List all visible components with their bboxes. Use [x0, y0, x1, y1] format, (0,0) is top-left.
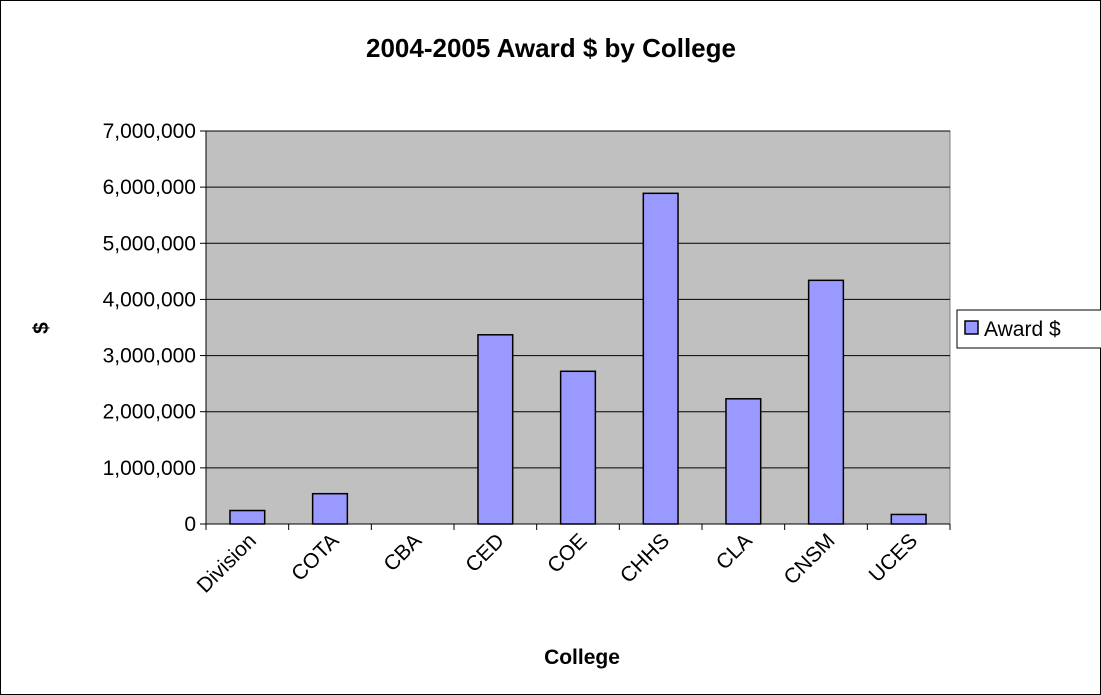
x-tick-label: CBA: [379, 529, 426, 576]
y-tick-label: 5,000,000: [103, 232, 196, 255]
x-tick-label: CNSM: [780, 529, 840, 589]
bar-cota: [311, 492, 349, 525]
y-tick-label: 2,000,000: [103, 401, 196, 424]
y-tick-label: 3,000,000: [103, 345, 196, 368]
legend-swatch: [964, 320, 979, 335]
legend: Award $: [956, 309, 1101, 349]
bar-cnsm: [807, 279, 845, 525]
x-tick-label: COE: [543, 529, 591, 577]
x-tick-labels: Division COTA CBA CED COE CHHS CLA CNSM UCES: [193, 529, 923, 597]
y-tick-label: 1,000,000: [103, 457, 196, 480]
y-tick-label: 7,000,000: [103, 120, 196, 143]
y-tick-label: 0: [184, 513, 196, 536]
bar-uces: [890, 513, 927, 525]
bar-chhs: [642, 192, 679, 525]
x-tick-label: CLA: [712, 529, 757, 574]
axes: [200, 130, 951, 530]
bar-division: [229, 509, 266, 525]
bar-coe: [559, 370, 597, 525]
y-tick-labels: 0 1,000,000 2,000,000 3,000,000 4,000,000 5,0…: [103, 120, 196, 536]
y-axis-label: $: [30, 322, 53, 334]
y-tick-label: 6,000,000: [103, 176, 196, 199]
x-tick-label: CHHS: [616, 529, 674, 587]
bar-cla: [725, 398, 762, 525]
x-tick-label: Division: [193, 529, 261, 597]
bar-ced: [477, 334, 514, 525]
legend-label: Award $: [984, 318, 1061, 341]
legend-box: [956, 309, 1101, 349]
chart-title: 2004-2005 Award $ by College: [366, 33, 736, 63]
x-tick-label: COTA: [287, 529, 343, 585]
x-axis-label: College: [544, 646, 620, 669]
x-tick-label: UCES: [865, 529, 923, 587]
y-tick-label: 4,000,000: [103, 288, 196, 311]
x-tick-label: CED: [461, 529, 509, 577]
